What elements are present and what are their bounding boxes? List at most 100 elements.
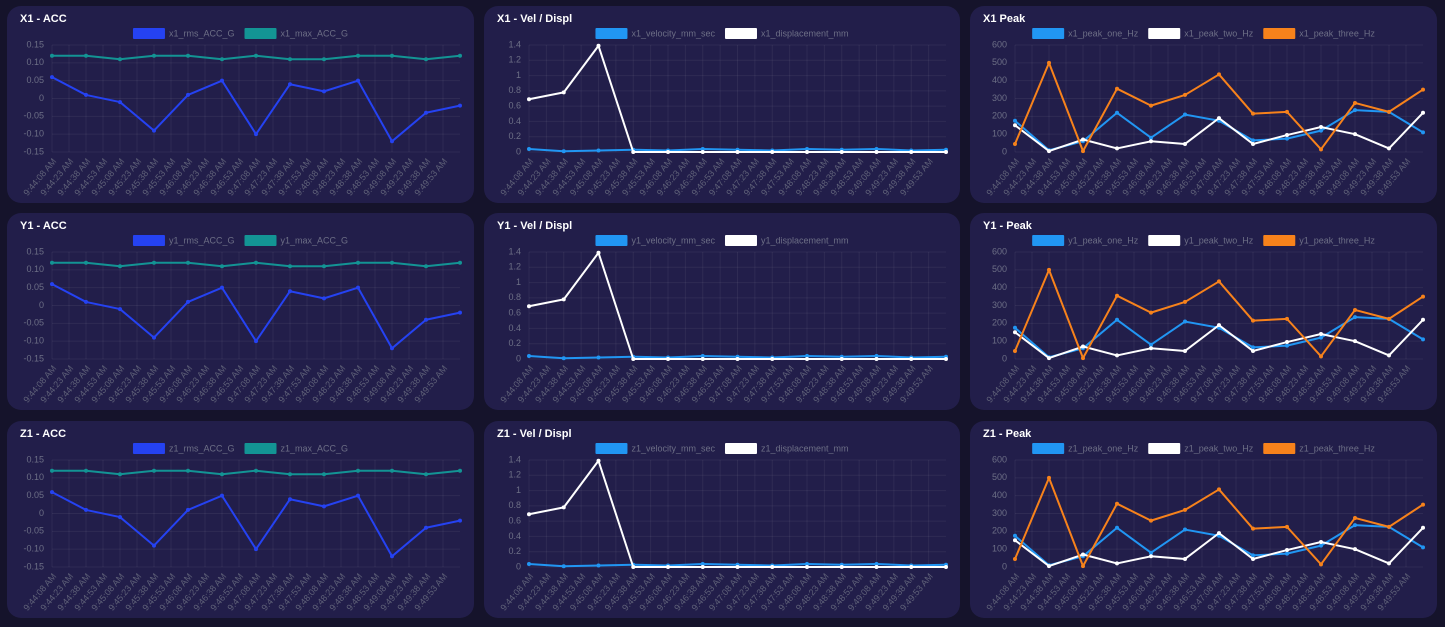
legend-swatch	[1032, 235, 1065, 246]
y-tick-label: -0.10	[23, 544, 44, 554]
data-point	[1217, 531, 1221, 536]
chart-title: Y1 - ACC	[20, 220, 67, 232]
data-point	[1251, 553, 1255, 558]
data-point	[1013, 123, 1017, 128]
data-point	[1353, 108, 1357, 113]
data-point	[1353, 132, 1357, 137]
data-point	[152, 128, 156, 133]
y-tick-label: 500	[992, 472, 1007, 482]
data-point	[1217, 279, 1221, 284]
legend: x1_rms_ACC_G x1_max_ACC_G	[132, 28, 349, 39]
data-point	[1319, 540, 1323, 545]
data-point	[118, 264, 122, 269]
y-tick-label: -0.10	[23, 336, 44, 346]
data-point	[839, 357, 844, 361]
data-point	[1421, 317, 1425, 322]
data-point	[1353, 307, 1357, 312]
y-tick-label: 0.4	[508, 323, 521, 333]
y-tick-label: 0.8	[508, 85, 521, 95]
data-point	[909, 357, 914, 361]
chart-title: Z1 - Peak	[983, 428, 1032, 440]
legend-label: z1_peak_three_Hz	[1299, 443, 1375, 453]
data-point	[288, 82, 292, 87]
data-point	[1251, 138, 1255, 143]
chart-title: Z1 - ACC	[20, 428, 66, 440]
chart-title: X1 - Vel / Displ	[497, 13, 572, 25]
data-point	[356, 285, 360, 290]
y-tick-label: 0.6	[508, 308, 521, 318]
legend-label: z1_velocity_mm_sec	[631, 443, 715, 453]
y-tick-label: 0	[1002, 353, 1007, 363]
data-point	[561, 356, 566, 361]
data-point	[666, 565, 670, 569]
legend-label: z1_displacement_mm	[761, 443, 849, 453]
y-tick-label: 0.05	[26, 282, 44, 292]
data-point	[805, 146, 809, 151]
y-tick-label: 300	[992, 508, 1007, 518]
data-point	[424, 525, 428, 530]
data-point	[458, 310, 462, 315]
data-point	[1149, 346, 1153, 351]
legend-swatch	[132, 28, 165, 39]
legend-label: x1_velocity_mm_sec	[631, 28, 715, 38]
data-point	[322, 89, 326, 94]
legend-swatch	[1263, 28, 1296, 39]
legend: y1_peak_one_Hz y1_peak_two_Hz y1_peak_thre…	[1032, 235, 1375, 246]
data-point	[805, 353, 809, 358]
data-point	[152, 468, 156, 473]
data-point	[527, 561, 531, 566]
data-point	[220, 264, 224, 269]
data-point	[1013, 325, 1017, 330]
data-point	[1183, 527, 1187, 532]
data-point	[1319, 562, 1323, 567]
data-point	[1285, 551, 1289, 556]
data-point	[527, 353, 531, 358]
data-point	[1183, 348, 1187, 353]
data-point	[1115, 317, 1119, 322]
data-point	[944, 565, 948, 569]
data-point	[254, 260, 258, 265]
data-point	[805, 565, 809, 569]
data-point	[1047, 475, 1051, 480]
data-point	[118, 57, 122, 62]
data-point	[596, 355, 601, 360]
data-point	[1251, 556, 1255, 561]
data-point	[424, 57, 428, 62]
y-tick-label: 0.10	[26, 57, 44, 67]
legend-swatch	[595, 235, 628, 246]
legend-label: x1_peak_three_Hz	[1299, 28, 1375, 38]
data-point	[220, 57, 224, 62]
data-point	[186, 468, 190, 473]
data-point	[596, 43, 601, 48]
data-point	[944, 357, 948, 361]
data-point	[1319, 354, 1323, 359]
data-point	[700, 565, 705, 569]
data-point	[458, 260, 462, 265]
data-point	[152, 260, 156, 265]
y-tick-label: 0.6	[508, 101, 521, 111]
panel-background	[970, 6, 1437, 203]
data-point	[1013, 538, 1017, 543]
y-tick-label: 1.2	[508, 470, 521, 480]
legend-label: y1_rms_ACC_G	[169, 235, 235, 245]
data-point	[909, 150, 914, 154]
data-point	[1387, 353, 1391, 358]
y-tick-label: 0	[1002, 561, 1007, 571]
data-point	[1251, 111, 1255, 116]
legend-label: y1_velocity_mm_sec	[631, 235, 715, 245]
data-point	[527, 304, 531, 309]
data-point	[944, 150, 948, 154]
data-point	[1217, 72, 1221, 77]
data-point	[631, 150, 636, 154]
data-point	[322, 57, 326, 62]
data-point	[322, 264, 326, 269]
data-point	[1217, 116, 1221, 121]
legend: z1_peak_one_Hz z1_peak_two_Hz z1_peak_thre…	[1032, 443, 1375, 454]
data-point	[220, 285, 224, 290]
y-tick-label: 0	[516, 146, 521, 156]
data-point	[874, 353, 879, 358]
legend-label: x1_max_ACC_G	[281, 28, 349, 38]
legend-swatch	[1032, 28, 1065, 39]
data-point	[1047, 60, 1051, 65]
data-point	[1353, 523, 1357, 528]
